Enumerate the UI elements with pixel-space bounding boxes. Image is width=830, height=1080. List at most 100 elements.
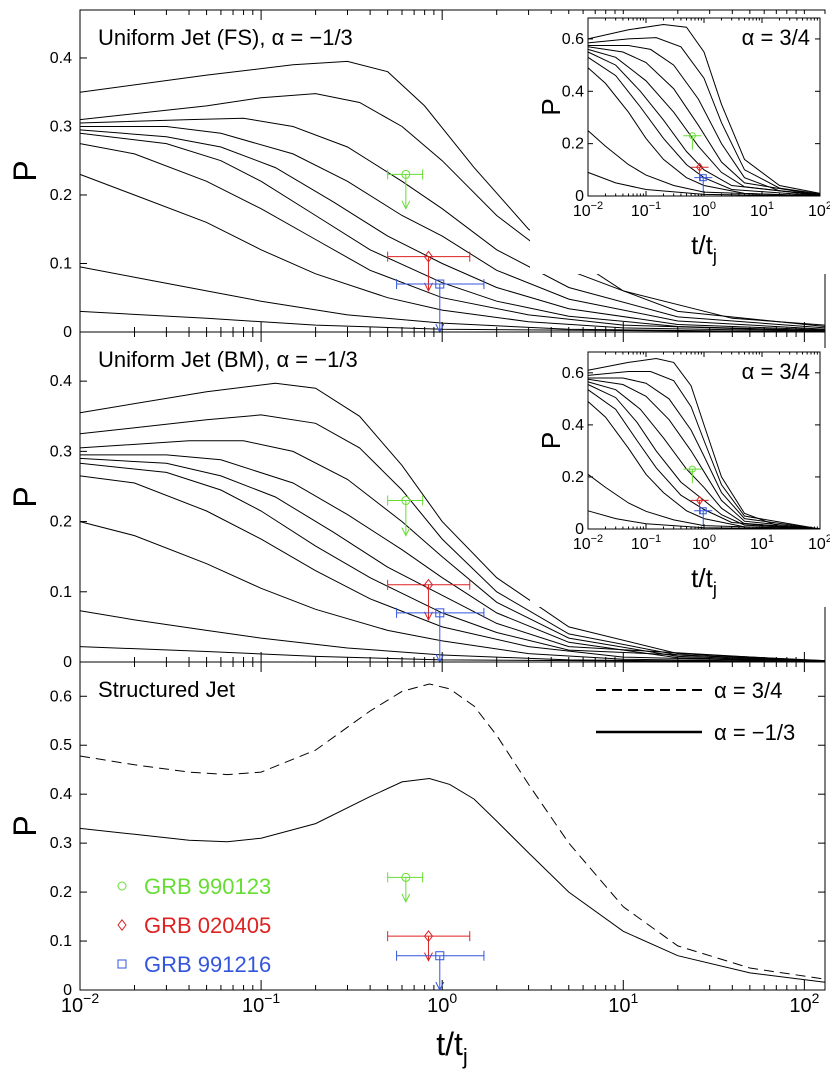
inset-curves bbox=[587, 357, 821, 530]
inset-y-label: P bbox=[536, 98, 566, 115]
inset-x-tick-exponent: 1 bbox=[768, 533, 774, 545]
curve-7 bbox=[79, 475, 826, 663]
x-tick-label: 10−2 bbox=[61, 990, 99, 1017]
curve-3 bbox=[79, 117, 826, 329]
y-tick-label: 0.1 bbox=[50, 933, 72, 950]
grb-legend-marker-grb991216 bbox=[117, 959, 127, 969]
arrow-head-grb020405 bbox=[424, 611, 433, 621]
inset-x-label: t/tj bbox=[691, 563, 717, 599]
observation-grb020405 bbox=[387, 250, 471, 293]
inset-title: α = 3/4 bbox=[742, 25, 810, 50]
curve-6 bbox=[79, 462, 826, 662]
observation-grb991216 bbox=[396, 607, 485, 664]
inset-x-tick-base: 10 bbox=[692, 536, 710, 553]
y-tick-label: 0.2 bbox=[50, 514, 72, 531]
x-tick-exponent: −2 bbox=[83, 990, 99, 1006]
y-tick-label: 0.4 bbox=[562, 417, 584, 434]
inset-x-tick-exponent: −1 bbox=[649, 200, 662, 212]
inset-curve-4 bbox=[587, 46, 821, 196]
x-tick-base: 10 bbox=[608, 995, 630, 1017]
inset-curve-2 bbox=[587, 37, 821, 195]
inset-x-tick-base: 10 bbox=[573, 536, 591, 553]
panel-uniform-jet-fs: 0 0.1 0.2 0.3 0.4 Uniform Jet (FS), α = −1/3 P… bbox=[7, 9, 830, 341]
inset-marker-grb020405 bbox=[695, 495, 704, 506]
curve-5 bbox=[79, 129, 826, 331]
y-tick-label: 0.3 bbox=[50, 835, 72, 852]
arrow-head-grb990123 bbox=[401, 893, 411, 903]
curve-8 bbox=[79, 521, 826, 663]
y-tick-label: 0 bbox=[63, 324, 72, 341]
inset-marker-grb990123 bbox=[688, 132, 696, 140]
x-tick-exponent: −1 bbox=[264, 990, 280, 1006]
y-tick-label: 0.3 bbox=[50, 118, 72, 135]
y-tick-label: 0.2 bbox=[50, 884, 72, 901]
inset-x-label-main: t/t bbox=[691, 563, 713, 593]
inset-curve-5 bbox=[587, 48, 821, 196]
inset-background bbox=[530, 348, 830, 607]
curve-1 bbox=[79, 382, 826, 662]
x-axis-label-sub: j bbox=[462, 1044, 468, 1069]
curve-3 bbox=[79, 440, 826, 662]
inset-x-tick-exponent: −2 bbox=[591, 533, 604, 545]
marker-grb020405 bbox=[423, 250, 434, 263]
panel-title: Uniform Jet (BM), α = −1/3 bbox=[98, 347, 358, 372]
grb-legend-marker-grb990123 bbox=[117, 881, 127, 891]
inset-curve-3 bbox=[588, 377, 821, 530]
inset-curve-1 bbox=[587, 23, 821, 194]
inset-x-tick-label: 102 bbox=[808, 533, 830, 553]
curve-10 bbox=[79, 310, 826, 333]
curve-7 bbox=[79, 143, 826, 332]
inset-x-tick-exponent: −2 bbox=[591, 200, 604, 212]
y-tick-label: 0.2 bbox=[562, 136, 584, 153]
inset-x-tick-exponent: 2 bbox=[826, 533, 830, 545]
y-tick-label: 0.4 bbox=[50, 373, 72, 390]
x-tick-base: 10 bbox=[61, 995, 83, 1017]
curve-8 bbox=[79, 173, 826, 332]
y-tick-label: 0.6 bbox=[562, 31, 584, 48]
inset-x-tick-base: 10 bbox=[631, 203, 649, 220]
x-tick-base: 10 bbox=[242, 995, 264, 1017]
inset-curve-8 bbox=[587, 67, 821, 197]
grb-legend-label-grb991216: GRB 991216 bbox=[144, 952, 271, 977]
inset-x-tick-label: 100 bbox=[692, 200, 716, 220]
inset-curve-2 bbox=[587, 371, 821, 530]
x-tick-exponent: 2 bbox=[812, 990, 820, 1006]
arrow-head-grb990123 bbox=[401, 200, 411, 210]
inset-x-tick-label: 10−2 bbox=[573, 200, 603, 220]
inset-x-tick-base: 10 bbox=[808, 203, 826, 220]
y-tick-label: 0.4 bbox=[50, 50, 72, 67]
observation-grb020405 bbox=[387, 930, 471, 962]
inset-x-label-sub: j bbox=[712, 246, 717, 266]
observation-grb991216 bbox=[396, 950, 485, 992]
inset-x-tick-base: 10 bbox=[750, 203, 768, 220]
inset-x-tick-label: 102 bbox=[808, 200, 830, 220]
observation-grb990123 bbox=[387, 495, 424, 537]
inset-curve-8 bbox=[587, 401, 821, 530]
y-axis-label: P bbox=[7, 815, 43, 836]
y-tick-label: 0 bbox=[63, 982, 72, 999]
x-tick-base: 10 bbox=[427, 995, 449, 1017]
curve-9 bbox=[79, 610, 826, 663]
inset-title: α = 3/4 bbox=[742, 359, 810, 384]
marker-grb990123 bbox=[401, 872, 411, 882]
grb-legend: GRB 990123 GRB 020405 GRB 991216 bbox=[117, 874, 271, 977]
x-axis-label: t/tj bbox=[436, 1026, 468, 1069]
inset-curve-6 bbox=[587, 51, 821, 196]
inset-x-tick-base: 10 bbox=[808, 536, 826, 553]
curve-5 bbox=[79, 457, 826, 662]
marker-grb991216 bbox=[435, 608, 445, 618]
x-tick-exponent: 1 bbox=[631, 990, 639, 1006]
panel-uniform-jet-bm: 0 0.1 0.2 0.3 0.4 Uniform Jet (BM), α = −1/3 P… bbox=[7, 331, 830, 671]
inset-x-label-main: t/t bbox=[691, 230, 713, 260]
x-tick-label: 100 bbox=[427, 990, 457, 1017]
inset-x-tick-label: 101 bbox=[750, 533, 774, 553]
marker-grb991216 bbox=[435, 279, 445, 289]
inset-x-tick-exponent: 0 bbox=[710, 533, 716, 545]
y-axis-label: P bbox=[7, 486, 43, 507]
curve-2 bbox=[79, 93, 826, 327]
inset-x-tick-base: 10 bbox=[692, 203, 710, 220]
